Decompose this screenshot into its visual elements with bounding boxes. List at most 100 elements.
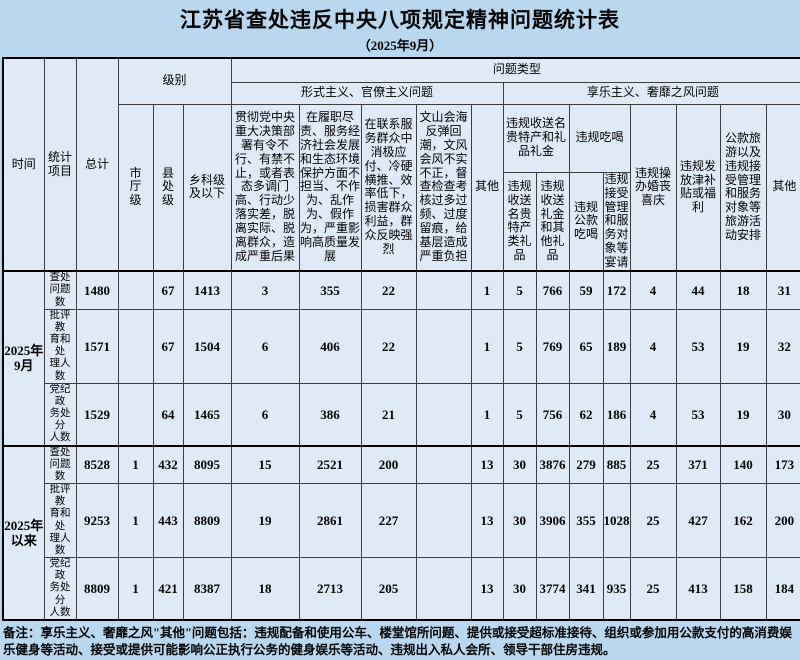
header-wedding-funeral: 违规操办婚丧喜庆 bbox=[629, 103, 677, 272]
level-cell: 1 bbox=[117, 483, 154, 559]
value-cell: 3774 bbox=[535, 557, 570, 621]
total-cell: 8528 bbox=[75, 444, 119, 485]
value-cell: 769 bbox=[535, 308, 570, 384]
value-cell: 5 bbox=[502, 382, 537, 447]
header-level-xianchu: 县处级 bbox=[152, 103, 184, 272]
header-level-xiangke: 乡科级及以下 bbox=[182, 103, 232, 272]
value-cell: 2713 bbox=[298, 557, 362, 621]
level-cell: 1504 bbox=[182, 308, 232, 384]
header-problem-type-group: 问题类型 bbox=[230, 57, 800, 83]
page-subtitle: （2025年9月） bbox=[357, 38, 443, 54]
value-cell: 1028 bbox=[602, 483, 631, 559]
value-cell: 13 bbox=[470, 557, 504, 621]
item-cell: 党纪政 务处分 人数 bbox=[43, 382, 77, 447]
value-cell: 22 bbox=[360, 308, 417, 384]
value-cell: 3876 bbox=[535, 444, 570, 485]
value-cell bbox=[415, 382, 472, 447]
value-cell: 200 bbox=[360, 444, 417, 485]
header-formalism-group: 形式主义、官僚主义问题 bbox=[230, 81, 504, 105]
statistics-table: 时间 统计 项目 总计 级别 问题类型 形式主义、官僚主义问题 享乐主义、奢靡之… bbox=[2, 57, 800, 621]
level-cell: 1 bbox=[117, 557, 154, 621]
value-cell: 19 bbox=[230, 483, 300, 559]
value-cell: 184 bbox=[765, 557, 800, 621]
table-row: 批评教 育和处 理人数 9253 1 443 8809 19 2861 227 … bbox=[3, 483, 800, 559]
value-cell: 32 bbox=[765, 308, 800, 384]
value-cell: 18 bbox=[719, 270, 767, 310]
level-cell: 67 bbox=[152, 270, 184, 310]
header-gift-sub-2: 违规收送礼金和其他礼品 bbox=[535, 171, 570, 272]
table-row: 党纪政 务处分 人数 8809 1 421 8387 18 2713 205 1… bbox=[3, 557, 800, 621]
value-cell: 173 bbox=[765, 444, 800, 485]
total-cell: 1480 bbox=[75, 270, 119, 310]
level-cell: 432 bbox=[152, 444, 184, 485]
value-cell: 25 bbox=[629, 444, 677, 485]
level-cell: 421 bbox=[152, 557, 184, 621]
header-time: 时间 bbox=[2, 57, 45, 272]
table-row: 2025年 以来 查处 问题数 8528 1 432 8095 15 2521 … bbox=[2, 444, 800, 621]
value-cell: 30 bbox=[502, 483, 537, 559]
period-cell: 2025年 9月 bbox=[2, 270, 45, 447]
header-dining-group: 违规吃喝 bbox=[568, 103, 631, 173]
value-cell: 31 bbox=[765, 270, 800, 310]
value-cell: 1 bbox=[470, 270, 504, 310]
value-cell: 413 bbox=[675, 557, 721, 621]
value-cell: 22 bbox=[360, 270, 417, 310]
header-level-shiting: 市厅级 bbox=[117, 103, 154, 272]
value-cell: 44 bbox=[675, 270, 721, 310]
value-cell: 59 bbox=[568, 270, 604, 310]
value-cell: 2521 bbox=[298, 444, 362, 485]
level-cell bbox=[117, 308, 154, 384]
level-cell: 8387 bbox=[182, 557, 232, 621]
header-gift-group: 违规收送名贵特产和礼品礼金 bbox=[502, 103, 570, 173]
value-cell: 13 bbox=[470, 483, 504, 559]
value-cell: 3 bbox=[230, 270, 300, 310]
value-cell: 371 bbox=[675, 444, 721, 485]
value-cell: 6 bbox=[230, 382, 300, 447]
level-cell: 443 bbox=[152, 483, 184, 559]
total-cell: 1529 bbox=[75, 382, 119, 447]
value-cell: 279 bbox=[568, 444, 604, 485]
footnote: 备注：享乐主义、奢靡之风"其他"问题包括：违规配备和使用公车、楼堂馆所问题、提供… bbox=[3, 626, 792, 658]
value-cell: 3906 bbox=[535, 483, 570, 559]
header-formalism-other: 其他 bbox=[470, 103, 504, 272]
value-cell: 341 bbox=[568, 557, 604, 621]
value-cell: 4 bbox=[629, 270, 677, 310]
value-cell: 355 bbox=[298, 270, 362, 310]
value-cell: 4 bbox=[629, 382, 677, 447]
period-cell: 2025年 以来 bbox=[2, 444, 45, 621]
item-cell: 查处 问题数 bbox=[43, 444, 77, 485]
value-cell: 189 bbox=[602, 308, 631, 384]
value-cell: 355 bbox=[568, 483, 604, 559]
header-dining-sub-2: 违规接受管理和服务对象等宴请 bbox=[602, 171, 631, 272]
header-gift-sub-1: 违规收送名贵特产类礼品 bbox=[502, 171, 537, 272]
header-formalism-col-1: 贯彻党中央重大决策部署有令不行、有禁不止，或者表态多调门高、行动少落实差，脱离实… bbox=[230, 103, 300, 272]
value-cell: 1 bbox=[470, 308, 504, 384]
value-cell: 162 bbox=[719, 483, 767, 559]
value-cell: 2861 bbox=[298, 483, 362, 559]
level-cell: 8809 bbox=[182, 483, 232, 559]
item-cell: 党纪政 务处分 人数 bbox=[43, 557, 77, 621]
level-cell: 1465 bbox=[182, 382, 232, 447]
value-cell: 427 bbox=[675, 483, 721, 559]
level-cell: 1 bbox=[117, 444, 154, 485]
item-cell: 批评教 育和处 理人数 bbox=[43, 308, 77, 384]
value-cell: 935 bbox=[602, 557, 631, 621]
value-cell bbox=[415, 483, 472, 559]
header-travel: 公款旅游以及违规接受管理和服务对象等旅游活动安排 bbox=[719, 103, 767, 272]
value-cell: 766 bbox=[535, 270, 570, 310]
level-cell: 1413 bbox=[182, 270, 232, 310]
value-cell: 205 bbox=[360, 557, 417, 621]
header-row-3: 市厅级 县处级 乡科级及以下 贯彻党中央重大决策部署有令不行、有禁不止，或者表态… bbox=[3, 103, 800, 272]
page-title: 江苏省查处违反中央八项规定精神问题统计表 bbox=[180, 8, 620, 32]
item-cell: 查处 问题数 bbox=[43, 270, 77, 310]
table-row: 党纪政 务处分 人数 1529 64 1465 6 386 21 1 5 756… bbox=[3, 382, 800, 447]
value-cell: 1 bbox=[470, 382, 504, 447]
value-cell: 756 bbox=[535, 382, 570, 447]
value-cell: 140 bbox=[719, 444, 767, 485]
value-cell: 18 bbox=[230, 557, 300, 621]
value-cell: 30 bbox=[502, 444, 537, 485]
value-cell: 200 bbox=[765, 483, 800, 559]
value-cell: 6 bbox=[230, 308, 300, 384]
value-cell: 65 bbox=[568, 308, 604, 384]
value-cell: 186 bbox=[602, 382, 631, 447]
